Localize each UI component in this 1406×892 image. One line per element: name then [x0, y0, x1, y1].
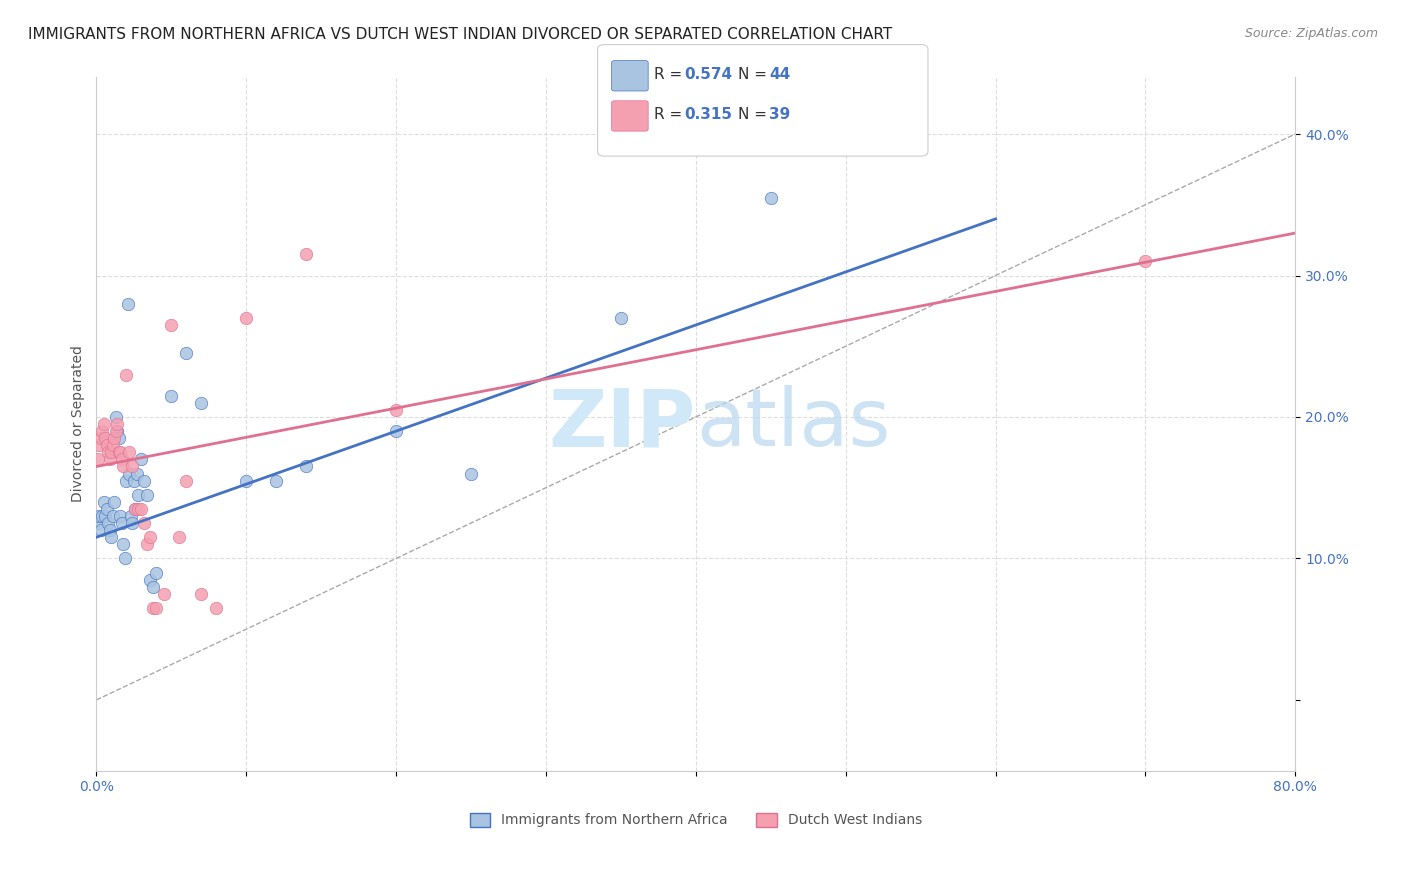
Point	[124, 502, 146, 516]
Y-axis label: Divorced or Separated: Divorced or Separated	[72, 345, 86, 502]
Point	[103, 495, 125, 509]
Point	[136, 488, 159, 502]
Text: R =: R =	[654, 107, 688, 121]
Point	[152, 587, 174, 601]
Point	[98, 452, 121, 467]
Point	[90, 431, 112, 445]
Point	[127, 488, 149, 502]
Point	[98, 523, 121, 537]
Point	[190, 587, 212, 601]
Text: IMMIGRANTS FROM NORTHERN AFRICA VS DUTCH WEST INDIAN DIVORCED OR SEPARATED CORRE: IMMIGRANTS FROM NORTHERN AFRICA VS DUTCH…	[28, 27, 893, 42]
Point	[385, 403, 408, 417]
Point	[97, 516, 120, 530]
Point	[120, 508, 142, 523]
Point	[94, 508, 117, 523]
Point	[96, 438, 118, 452]
Point	[142, 580, 165, 594]
Point	[160, 318, 183, 332]
Point	[142, 601, 165, 615]
Point	[174, 474, 197, 488]
Text: R =: R =	[654, 67, 688, 81]
Point	[115, 368, 138, 382]
Point	[131, 452, 153, 467]
Point	[104, 409, 127, 424]
Point	[264, 474, 287, 488]
Point	[1135, 254, 1157, 268]
Point	[87, 452, 110, 467]
Point	[115, 474, 138, 488]
Point	[114, 551, 136, 566]
Text: 0.315: 0.315	[685, 107, 733, 121]
Text: N =: N =	[738, 67, 772, 81]
Point	[104, 424, 127, 438]
Point	[105, 417, 128, 431]
Point	[134, 516, 156, 530]
Text: 44: 44	[769, 67, 790, 81]
Point	[235, 310, 257, 325]
Point	[121, 516, 143, 530]
Legend: Immigrants from Northern Africa, Dutch West Indians: Immigrants from Northern Africa, Dutch W…	[464, 807, 928, 833]
Point	[295, 247, 318, 261]
Point	[460, 467, 482, 481]
Point	[124, 502, 146, 516]
Point	[139, 530, 162, 544]
Point	[93, 417, 115, 431]
Point	[190, 396, 212, 410]
Point	[89, 508, 111, 523]
Point	[136, 537, 159, 551]
Point	[89, 438, 111, 452]
Point	[110, 445, 132, 459]
Point	[103, 431, 125, 445]
Point	[111, 452, 134, 467]
Point	[105, 424, 128, 438]
Point	[96, 502, 118, 516]
Point	[94, 431, 117, 445]
Point	[87, 516, 110, 530]
Point	[235, 474, 257, 488]
Point	[101, 508, 124, 523]
Point	[610, 310, 633, 325]
Point	[167, 530, 190, 544]
Point	[121, 459, 143, 474]
Point	[91, 424, 114, 438]
Point	[93, 495, 115, 509]
Point	[112, 459, 135, 474]
Point	[125, 467, 148, 481]
Text: 0.574: 0.574	[685, 67, 733, 81]
Point	[145, 566, 167, 580]
Point	[108, 431, 131, 445]
Point	[97, 445, 120, 459]
Point	[117, 297, 139, 311]
Point	[112, 537, 135, 551]
Point	[110, 508, 132, 523]
Text: Source: ZipAtlas.com: Source: ZipAtlas.com	[1244, 27, 1378, 40]
Point	[205, 601, 228, 615]
Point	[118, 467, 141, 481]
Point	[139, 573, 162, 587]
Text: 39: 39	[769, 107, 790, 121]
Point	[122, 474, 145, 488]
Point	[101, 438, 124, 452]
Point	[108, 445, 131, 459]
Point	[759, 191, 782, 205]
Point	[111, 516, 134, 530]
Point	[118, 445, 141, 459]
Point	[385, 424, 408, 438]
Point	[134, 474, 156, 488]
Point	[100, 530, 122, 544]
Point	[145, 601, 167, 615]
Text: N =: N =	[738, 107, 772, 121]
Point	[91, 508, 114, 523]
Point	[295, 459, 318, 474]
Point	[100, 445, 122, 459]
Point	[131, 502, 153, 516]
Text: ZIP: ZIP	[548, 385, 696, 463]
Text: atlas: atlas	[696, 385, 890, 463]
Point	[127, 502, 149, 516]
Point	[90, 523, 112, 537]
Point	[160, 389, 183, 403]
Point	[174, 346, 197, 360]
